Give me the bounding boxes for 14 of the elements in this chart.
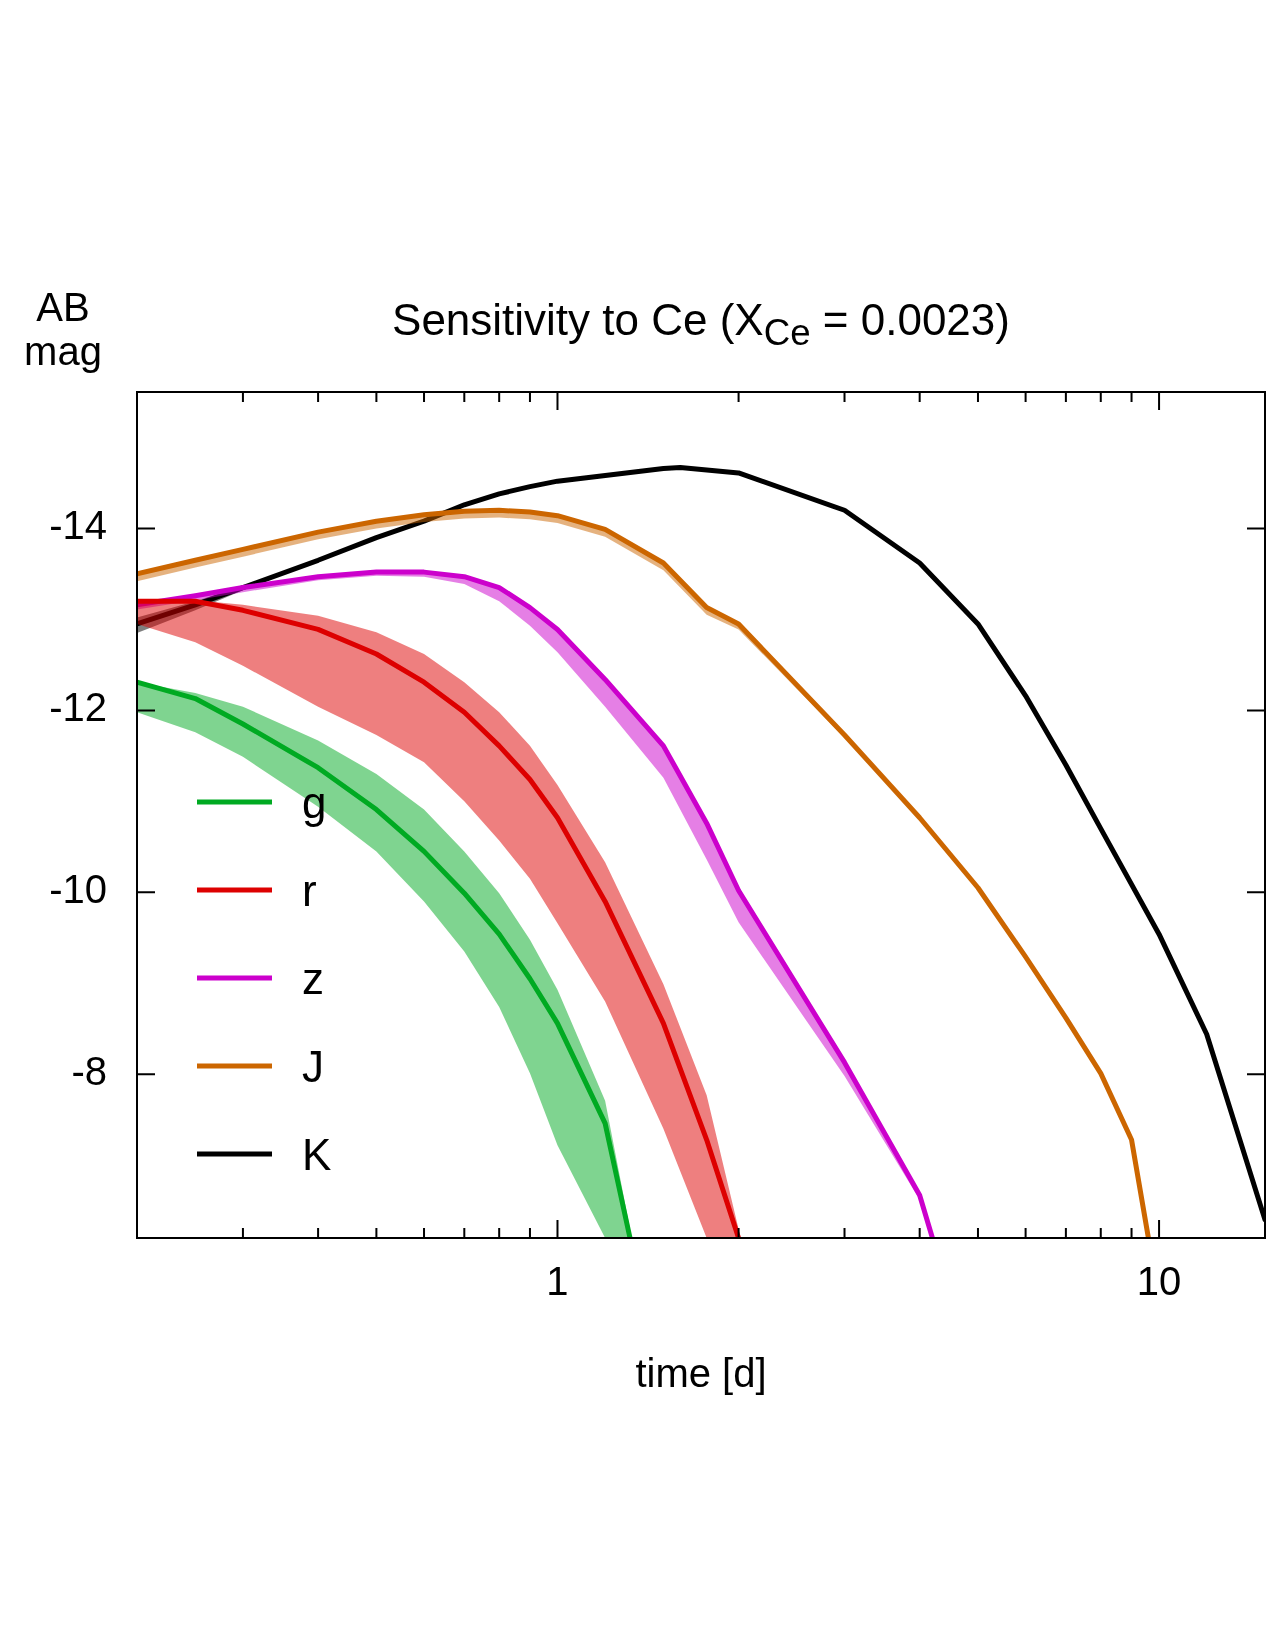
y-tick-label: -8 bbox=[71, 1049, 107, 1094]
legend-label: r bbox=[302, 866, 317, 916]
x-axis-title: time [d] bbox=[635, 1351, 767, 1396]
x-tick-label: 10 bbox=[1136, 1259, 1182, 1304]
y-axis-title: AB mag bbox=[23, 285, 103, 373]
y-tick-label: -10 bbox=[49, 867, 107, 912]
chart-title: Sensitivity to Ce (X$_{Ce}$ = 0.0023) bbox=[391, 295, 1011, 354]
x-tick-label: 1 bbox=[546, 1259, 569, 1304]
legend-label: g bbox=[302, 778, 327, 828]
legend-label: z bbox=[302, 954, 324, 1004]
y-tick-label: -14 bbox=[49, 503, 107, 548]
legend-label: J bbox=[302, 1042, 324, 1092]
legend-label: K bbox=[302, 1130, 332, 1180]
y-tick-label: -12 bbox=[49, 685, 107, 730]
